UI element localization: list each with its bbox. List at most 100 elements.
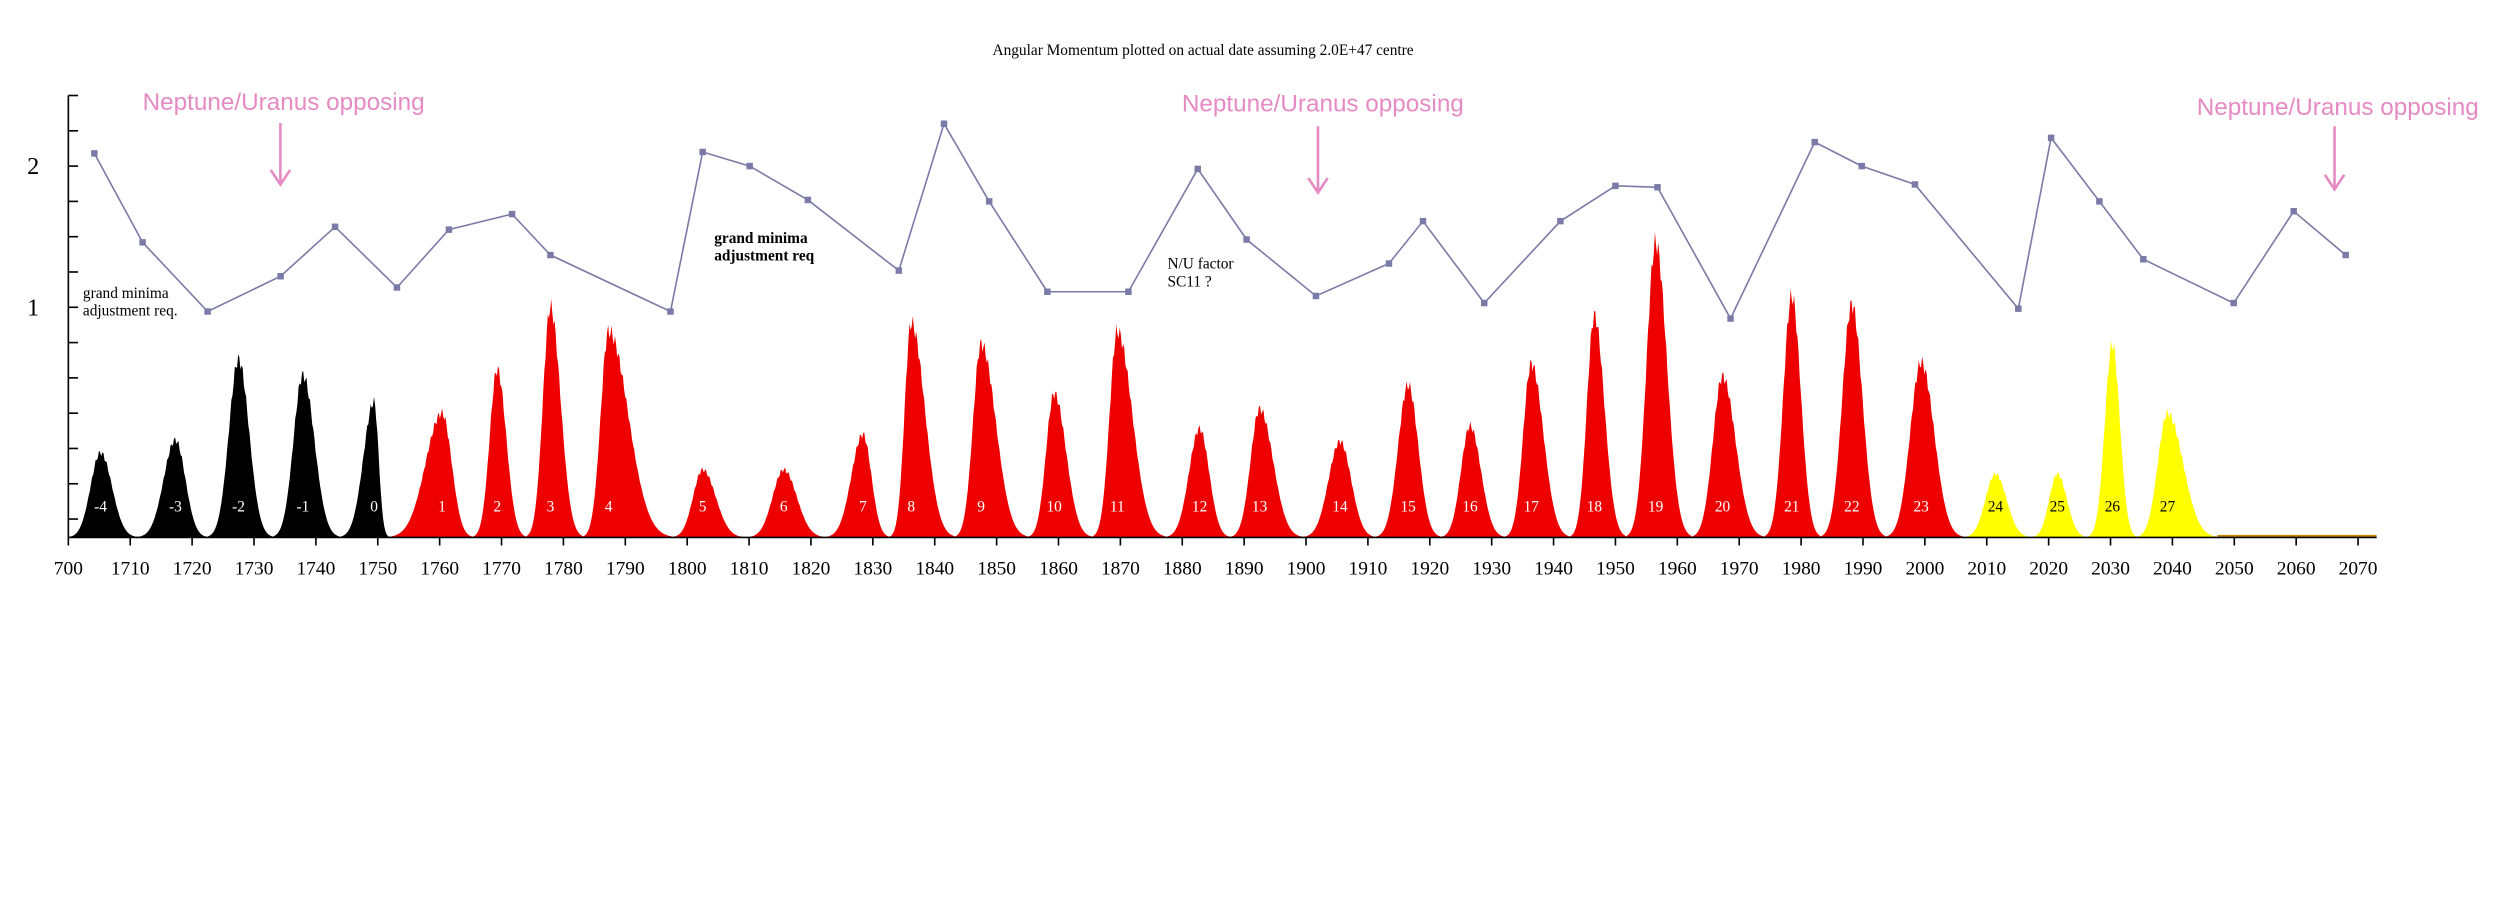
cycle-label: 21	[1784, 499, 1799, 516]
momentum-point	[2230, 299, 2237, 307]
cycle-label: 9	[977, 499, 985, 516]
momentum-point	[2096, 198, 2103, 205]
x-tick-label: 1960	[1658, 559, 1697, 580]
sunspot-cycle	[473, 365, 527, 538]
momentum-point	[2047, 134, 2055, 142]
sunspot-cycle	[1440, 421, 1506, 538]
x-tick-label: 1870	[1101, 559, 1140, 580]
momentum-point	[804, 196, 812, 204]
momentum-point	[1557, 217, 1564, 225]
annotation: grand minima	[83, 285, 169, 302]
x-tick-label: 1820	[792, 559, 831, 580]
sunspot-cycle	[2136, 408, 2218, 538]
cycle-label: 26	[2105, 499, 2121, 516]
x-tick-label: 1710	[111, 559, 150, 580]
y-tick-label: 1	[27, 294, 39, 321]
momentum-point	[204, 308, 211, 315]
cycle-label: 17	[1524, 499, 1540, 516]
sunspot-cycle	[671, 467, 745, 538]
annotation: N/U factor	[1167, 256, 1233, 273]
momentum-point	[1125, 288, 1132, 295]
momentum-point	[1385, 260, 1393, 267]
cycle-label: -2	[232, 499, 245, 516]
sunspot-cycle	[1028, 391, 1093, 538]
sunspot-cycle	[825, 432, 891, 538]
momentum-point	[1194, 165, 1201, 173]
x-tick-label: 1760	[420, 559, 459, 580]
x-tick-label: 1790	[606, 559, 645, 580]
momentum-point	[699, 148, 706, 156]
cycle-label: 11	[1110, 499, 1125, 516]
momentum-point	[1727, 315, 1734, 322]
x-tick-label: 2070	[2339, 559, 2378, 580]
x-tick-label: 1930	[1472, 559, 1511, 580]
arrows	[269, 123, 2346, 195]
sunspot-cycle	[890, 315, 956, 538]
x-tick-label: 1750	[358, 559, 397, 580]
x-tick-label: 700	[54, 559, 83, 580]
sunspot-cycle	[583, 324, 672, 538]
momentum-point	[1612, 182, 1619, 190]
cycle-label: 12	[1192, 499, 1207, 516]
momentum-point	[393, 284, 401, 291]
x-tick-label: 2010	[1967, 559, 2006, 580]
cycle-label: 10	[1046, 499, 1062, 516]
x-tick-label: 1880	[1163, 559, 1202, 580]
sunspot-cycle	[2031, 472, 2089, 538]
momentum-point	[1654, 184, 1661, 191]
cycle-label: 20	[1715, 499, 1731, 516]
momentum-point	[508, 210, 516, 218]
x-tick-label: 1780	[544, 559, 583, 580]
cycle-label: 7	[859, 499, 867, 516]
x-tick-label: 1800	[668, 559, 707, 580]
x-tick-label: 1830	[853, 559, 892, 580]
x-tick-label: 1900	[1287, 559, 1326, 580]
momentum-point	[940, 120, 948, 127]
momentum-point	[1481, 299, 1488, 307]
sunspot-cycle	[955, 338, 1029, 538]
x-tick-label: 2060	[2277, 559, 2316, 580]
x-tick-label: 1940	[1534, 559, 1573, 580]
x-tick-label: 1890	[1225, 559, 1264, 580]
x-tick-label: 1970	[1720, 559, 1759, 580]
x-tick-label: 2040	[2153, 559, 2192, 580]
x-tick-label: 1770	[482, 559, 521, 580]
sunspot-cycle	[526, 298, 584, 538]
sunspot-cycle	[1375, 381, 1441, 538]
momentum-point	[2015, 305, 2022, 312]
cycle-label: 14	[1332, 499, 1348, 516]
x-tick-label: 1910	[1349, 559, 1388, 580]
x-tick-label: 1730	[235, 559, 274, 580]
momentum-point	[746, 162, 753, 170]
sunspot-cycle	[340, 396, 389, 538]
cycle-label: 16	[1462, 499, 1478, 516]
momentum-point	[91, 150, 98, 157]
cycle-label: 22	[1844, 499, 1859, 516]
x-tick-label: 2000	[1905, 559, 1944, 580]
sunspot-cycle	[1885, 356, 1964, 538]
cycle-label: 8	[907, 499, 915, 516]
momentum-point	[895, 267, 903, 274]
sunspot-cycle	[1820, 300, 1886, 538]
y-tick-label: 2	[27, 153, 39, 180]
chart-title: Angular Momentum plotted on actual date …	[992, 42, 1413, 59]
x-tick-label: 1920	[1410, 559, 1449, 580]
cycle-label: 25	[2050, 499, 2066, 516]
sunspot-cycle	[1570, 310, 1627, 538]
sunspot-cycle	[1764, 288, 1821, 538]
cycle-label: -1	[296, 499, 309, 516]
momentum-point	[2140, 256, 2147, 263]
x-tick-label: 1720	[173, 559, 212, 580]
momentum-point	[277, 272, 284, 280]
sunspot-cycle	[1963, 472, 2032, 538]
x-tick-label: 1810	[730, 559, 769, 580]
annotation: adjustment req	[714, 248, 814, 265]
momentum-point	[139, 239, 146, 246]
sunspot-cycle	[272, 370, 341, 538]
sunspot-cycle	[1626, 231, 1692, 538]
cycle-label: 4	[605, 499, 613, 516]
x-tick-label: 2030	[2091, 559, 2130, 580]
x-tick-label: 1980	[1782, 559, 1821, 580]
x-tick-label: 2050	[2215, 559, 2254, 580]
